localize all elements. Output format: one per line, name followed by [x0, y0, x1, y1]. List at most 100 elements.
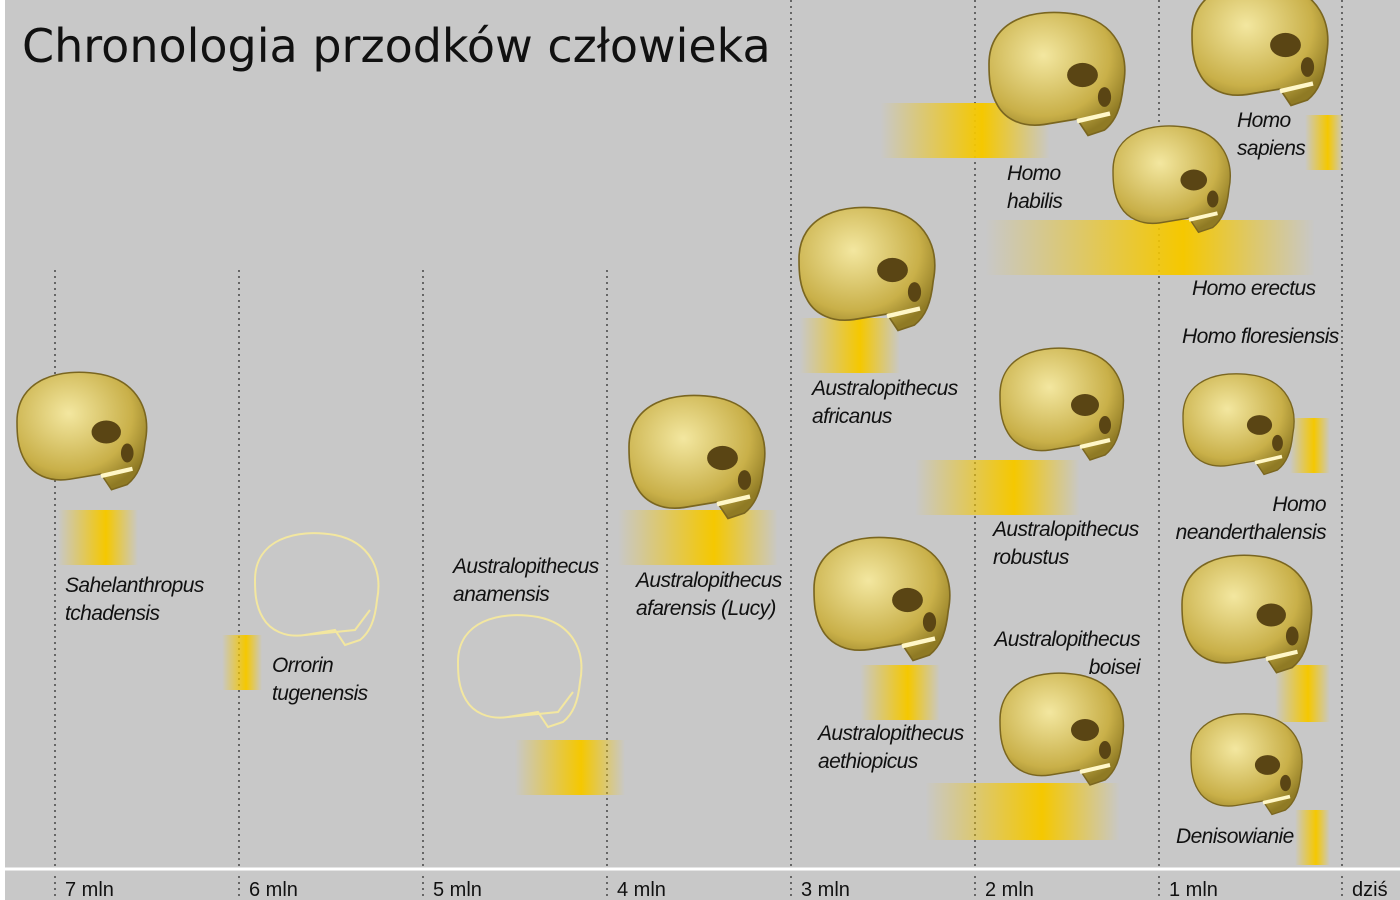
skull	[988, 11, 1126, 137]
skull-shape	[999, 347, 1125, 461]
skull-shape	[1182, 373, 1295, 476]
species-label: Denisowianie	[1176, 825, 1294, 848]
species-label: tchadensis	[65, 602, 160, 625]
species-label: Australopithecus	[451, 555, 600, 578]
period-band	[925, 783, 1120, 840]
teeth	[1262, 794, 1291, 805]
eye-socket	[1246, 415, 1273, 435]
nasal	[1272, 434, 1283, 452]
skull	[1112, 125, 1231, 234]
title: Chronologia przodków człowieka	[22, 19, 771, 73]
teeth	[716, 494, 751, 507]
skull	[999, 347, 1125, 461]
eye-socket	[707, 445, 738, 471]
species-label: boisei	[1089, 656, 1142, 679]
nasal	[120, 443, 134, 463]
period-band	[1275, 665, 1330, 722]
skull-shape	[999, 672, 1125, 786]
species-label: habilis	[1007, 190, 1063, 213]
species-label: africanus	[812, 405, 893, 428]
skull	[999, 672, 1125, 786]
species-label: Australopithecus	[810, 377, 959, 400]
eye-socket	[1071, 394, 1099, 416]
nasal	[922, 612, 937, 632]
teeth	[901, 636, 936, 649]
eye-socket	[91, 420, 121, 444]
period-band	[985, 220, 1315, 275]
nasal	[737, 470, 752, 490]
period-band	[618, 510, 778, 565]
period-band	[58, 510, 138, 565]
skull-shape	[813, 536, 951, 662]
nasal	[1097, 87, 1112, 107]
skull-shape	[1191, 0, 1329, 107]
skull	[1181, 554, 1313, 674]
skull	[16, 371, 148, 491]
species-label: afarensis (Lucy)	[636, 597, 776, 620]
skull	[628, 394, 766, 520]
species-label: Orrorin	[272, 654, 333, 677]
skull-shape	[628, 394, 766, 520]
period-band	[515, 740, 625, 795]
jaw-outline	[507, 691, 574, 718]
teeth	[886, 306, 921, 319]
eye-socket	[1256, 603, 1286, 627]
skull	[1191, 0, 1329, 107]
period-band	[1295, 810, 1330, 865]
species-label: Homo	[1272, 493, 1327, 516]
period-band	[800, 318, 900, 373]
skull-shape	[16, 371, 148, 491]
axis-label: 4 mln	[617, 879, 666, 900]
eye-socket	[892, 587, 923, 613]
skull	[253, 532, 380, 647]
species-label: Australopithecus	[816, 722, 965, 745]
teeth	[1265, 649, 1298, 662]
eye-socket	[1254, 755, 1281, 775]
species-label: aethiopicus	[818, 750, 919, 773]
nasal	[1285, 626, 1299, 646]
nasal	[1207, 190, 1219, 208]
skull-shape	[1112, 125, 1231, 234]
period-band	[222, 635, 262, 690]
period-band	[915, 460, 1080, 515]
teeth	[1254, 454, 1283, 465]
species-label: Australopithecus	[991, 518, 1140, 541]
teeth	[100, 466, 133, 479]
species-label: Homo erectus	[1192, 277, 1317, 300]
skull	[798, 206, 936, 332]
jaw-outline	[304, 609, 371, 636]
nasal	[907, 282, 922, 302]
skull-outline	[253, 532, 380, 647]
species-label: Homo	[1237, 109, 1292, 132]
species-label: Australopithecus	[992, 628, 1141, 651]
axis-label: 5 mln	[433, 879, 482, 900]
nasal	[1280, 774, 1291, 792]
skull-shape	[1190, 713, 1303, 816]
eye-socket	[1180, 169, 1208, 191]
species-label: sapiens	[1237, 137, 1306, 160]
nasal	[1099, 741, 1111, 759]
eye-socket	[1270, 32, 1301, 58]
skull	[456, 614, 583, 729]
period-band	[860, 665, 940, 720]
species-label: neanderthalensis	[1176, 521, 1327, 544]
period-band	[1305, 115, 1343, 170]
axis-label: 2 mln	[985, 879, 1034, 900]
axis-label: 7 mln	[65, 879, 114, 900]
axis-label: 3 mln	[801, 879, 850, 900]
species-label: Sahelanthropus	[65, 574, 205, 597]
nasal	[1300, 57, 1315, 77]
skull-shape	[798, 206, 936, 332]
teeth	[1079, 763, 1111, 774]
species-label: anamensis	[453, 583, 550, 606]
eye-socket	[877, 257, 908, 283]
skull	[1182, 373, 1295, 476]
teeth	[1076, 111, 1111, 124]
teeth	[1188, 211, 1218, 222]
species-label: Homo	[1007, 162, 1062, 185]
species-label: robustus	[993, 546, 1070, 569]
nasal	[1099, 416, 1111, 434]
skull-outline	[456, 614, 583, 729]
axis-label: 1 mln	[1169, 879, 1218, 900]
